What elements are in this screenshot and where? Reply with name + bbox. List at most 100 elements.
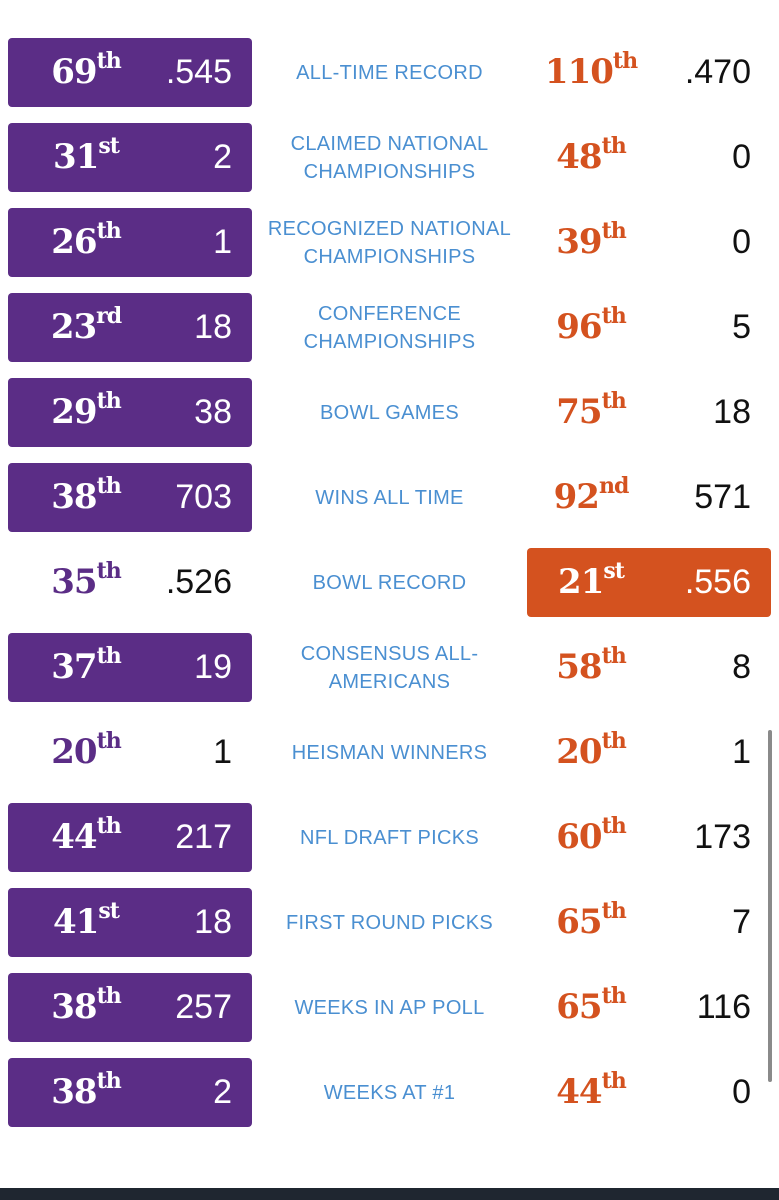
right-rank: 44th <box>527 1058 655 1127</box>
left-team-cell: 41st 18 <box>8 888 252 957</box>
left-rank: 31st <box>26 123 146 192</box>
left-value: .526 <box>165 563 232 601</box>
right-value: 18 <box>713 393 751 431</box>
right-rank-number: 60 <box>556 817 602 857</box>
right-rank-suffix: th <box>601 897 627 924</box>
left-rank: 69th <box>26 38 146 107</box>
left-team-cell: 26th 1 <box>8 208 252 277</box>
right-rank-number: 44 <box>556 1072 602 1112</box>
right-team-cell: 44th 0 <box>527 1058 771 1127</box>
left-rank: 44th <box>26 803 146 872</box>
left-team-cell: 35th .526 <box>8 548 252 617</box>
right-value: 8 <box>732 648 751 686</box>
right-rank-number: 58 <box>556 647 602 687</box>
left-value: 257 <box>175 988 232 1026</box>
stat-label: RECOGNIZED NATIONAL CHAMPIONSHIPS <box>267 217 512 268</box>
stat-label: HEISMAN WINNERS <box>291 741 488 764</box>
left-rank: 41st <box>26 888 146 957</box>
right-rank-number: 92 <box>553 477 600 517</box>
right-rank: 48th <box>527 123 655 192</box>
right-team-cell: 48th 0 <box>527 123 771 192</box>
left-rank: 37th <box>26 633 146 702</box>
left-team-cell: 20th 1 <box>8 718 252 787</box>
stat-label: BOWL GAMES <box>320 401 459 424</box>
stat-label: WINS ALL TIME <box>315 486 464 509</box>
right-team-cell: 92nd 571 <box>527 463 771 532</box>
right-rank-number: 48 <box>556 137 602 177</box>
right-rank: 96th <box>527 293 655 362</box>
right-value: 0 <box>732 138 751 176</box>
left-value: 19 <box>194 648 232 686</box>
right-value: .470 <box>684 53 751 91</box>
right-rank: 65th <box>527 973 655 1042</box>
left-rank-suffix: st <box>98 132 120 159</box>
left-team-cell: 31st 2 <box>8 123 252 192</box>
left-rank: 38th <box>26 973 146 1042</box>
left-value: 2 <box>213 138 232 176</box>
right-team-cell: 20th 1 <box>527 718 771 787</box>
left-value: 18 <box>194 903 232 941</box>
right-rank: 60th <box>527 803 655 872</box>
right-rank: 58th <box>527 633 655 702</box>
right-rank-suffix: nd <box>598 472 629 499</box>
right-rank-suffix: th <box>601 217 627 244</box>
right-rank-number: 96 <box>556 307 602 347</box>
right-team-cell: 75th 18 <box>527 378 771 447</box>
left-value: 1 <box>213 223 232 261</box>
right-rank: 39th <box>527 208 655 277</box>
left-rank-number: 41 <box>53 902 99 942</box>
right-team-cell: 65th 116 <box>527 973 771 1042</box>
left-value: 38 <box>194 393 232 431</box>
left-rank-suffix: th <box>96 217 122 244</box>
left-rank-suffix: th <box>96 1067 122 1094</box>
right-value: 116 <box>696 988 751 1026</box>
left-rank-number: 38 <box>51 1072 97 1112</box>
left-rank-suffix: rd <box>96 302 122 329</box>
stat-row: 69th .545 110th .470 ALL-TIME RECORD <box>0 38 779 107</box>
right-rank-number: 39 <box>556 222 602 262</box>
stat-row: 44th 217 60th 173 NFL DRAFT PICKS <box>0 803 779 872</box>
left-rank-number: 69 <box>51 52 97 92</box>
scrollbar[interactable] <box>768 730 772 1082</box>
stat-label: ALL-TIME RECORD <box>296 61 483 84</box>
right-team-cell: 96th 5 <box>527 293 771 362</box>
right-value: .556 <box>684 563 751 601</box>
stat-label: NFL DRAFT PICKS <box>300 826 479 849</box>
left-value: 2 <box>213 1073 232 1111</box>
right-value: 1 <box>732 733 751 771</box>
left-rank-number: 20 <box>51 732 97 772</box>
stat-row: 38th 2 44th 0 WEEKS AT #1 <box>0 1058 779 1127</box>
left-value: 217 <box>175 818 232 856</box>
left-rank: 35th <box>26 548 146 617</box>
right-rank-number: 20 <box>556 732 602 772</box>
left-rank-number: 31 <box>53 137 99 177</box>
left-rank-suffix: th <box>96 557 122 584</box>
left-rank-number: 44 <box>51 817 97 857</box>
left-rank-suffix: th <box>96 47 122 74</box>
right-rank-suffix: th <box>612 47 638 74</box>
left-team-cell: 69th .545 <box>8 38 252 107</box>
right-rank-suffix: th <box>601 132 627 159</box>
left-rank-suffix: th <box>96 387 122 414</box>
right-rank: 92nd <box>527 463 655 532</box>
right-value: 7 <box>732 903 751 941</box>
left-rank-suffix: th <box>96 472 122 499</box>
right-rank-suffix: th <box>601 1067 627 1094</box>
right-rank-suffix: th <box>601 642 627 669</box>
left-rank: 38th <box>26 463 146 532</box>
stat-label: FIRST ROUND PICKS <box>286 911 493 934</box>
right-rank: 75th <box>527 378 655 447</box>
right-value: 571 <box>694 478 751 516</box>
right-rank-number: 65 <box>556 987 602 1027</box>
left-team-cell: 38th 2 <box>8 1058 252 1127</box>
right-team-cell: 60th 173 <box>527 803 771 872</box>
right-rank: 110th <box>527 38 655 107</box>
right-rank: 20th <box>527 718 655 787</box>
stat-label: CONSENSUS ALL- AMERICANS <box>300 642 479 693</box>
right-value: 173 <box>694 818 751 856</box>
bottom-bar <box>0 1188 779 1200</box>
stat-label: CLAIMED NATIONAL CHAMPIONSHIPS <box>290 132 489 183</box>
right-rank-suffix: th <box>601 387 627 414</box>
left-rank: 20th <box>26 718 146 787</box>
right-rank-suffix: th <box>601 302 627 329</box>
